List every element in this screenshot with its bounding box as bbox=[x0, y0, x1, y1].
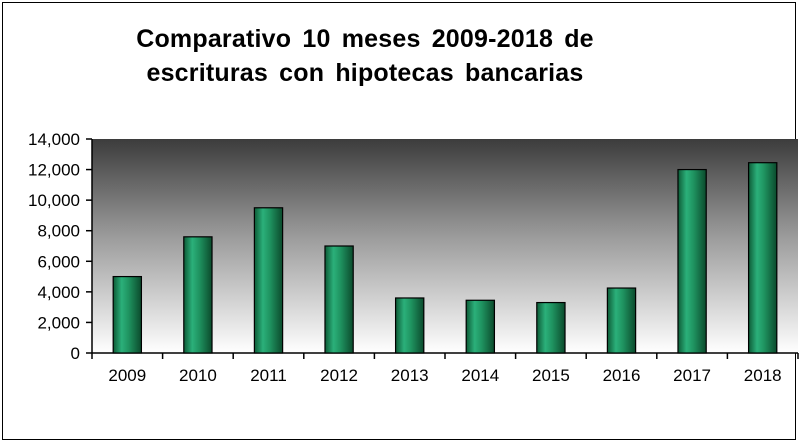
x-tick-label: 2016 bbox=[603, 366, 641, 385]
x-tick-label: 2010 bbox=[179, 366, 217, 385]
x-tick-label: 2012 bbox=[320, 366, 358, 385]
chart-title-line-1: Comparativo 10 meses 2009-2018 de bbox=[136, 25, 594, 53]
y-tick-label: 2,000 bbox=[37, 313, 80, 332]
x-tick-label: 2011 bbox=[250, 366, 287, 385]
bar-2009 bbox=[112, 275, 143, 354]
bar-2010 bbox=[183, 236, 213, 354]
y-tick-label: 4,000 bbox=[37, 283, 80, 302]
y-tick-label: 6,000 bbox=[37, 252, 80, 271]
bar-2013 bbox=[394, 297, 425, 354]
y-tick-label: 10,000 bbox=[28, 191, 80, 210]
bar-2018 bbox=[747, 162, 778, 354]
bar-2015 bbox=[536, 301, 566, 354]
y-tick-label: 0 bbox=[71, 344, 80, 363]
y-tick-label: 14,000 bbox=[28, 130, 80, 149]
x-axis: 2009 2010 2011 2012 2013 2014 2015 2016 2017 2018 bbox=[91, 352, 799, 385]
bar-2017 bbox=[677, 168, 707, 354]
bar-2012 bbox=[324, 245, 354, 354]
bar-2016 bbox=[606, 287, 637, 354]
x-tick-label: 2015 bbox=[532, 366, 570, 385]
x-tick-label: 2009 bbox=[108, 366, 146, 385]
x-tick-label: 2013 bbox=[391, 366, 429, 385]
x-tick-label: 2017 bbox=[673, 366, 711, 385]
chart-title-line-2: escrituras con hipotecas bancarias bbox=[146, 59, 584, 87]
y-axis: 0 2,000 4,000 6,000 8,000 10,000 12,000 14,000 bbox=[28, 130, 93, 363]
chart-title: Comparativo 10 meses 2009-2018 de escrit… bbox=[0, 22, 730, 90]
bar-2014 bbox=[465, 299, 496, 354]
bars bbox=[112, 162, 778, 354]
y-tick-label: 12,000 bbox=[28, 161, 80, 180]
x-tick-label: 2018 bbox=[744, 366, 782, 385]
x-tick-label: 2014 bbox=[461, 366, 499, 385]
bar-2011 bbox=[253, 207, 284, 354]
y-tick-label: 8,000 bbox=[37, 222, 80, 241]
